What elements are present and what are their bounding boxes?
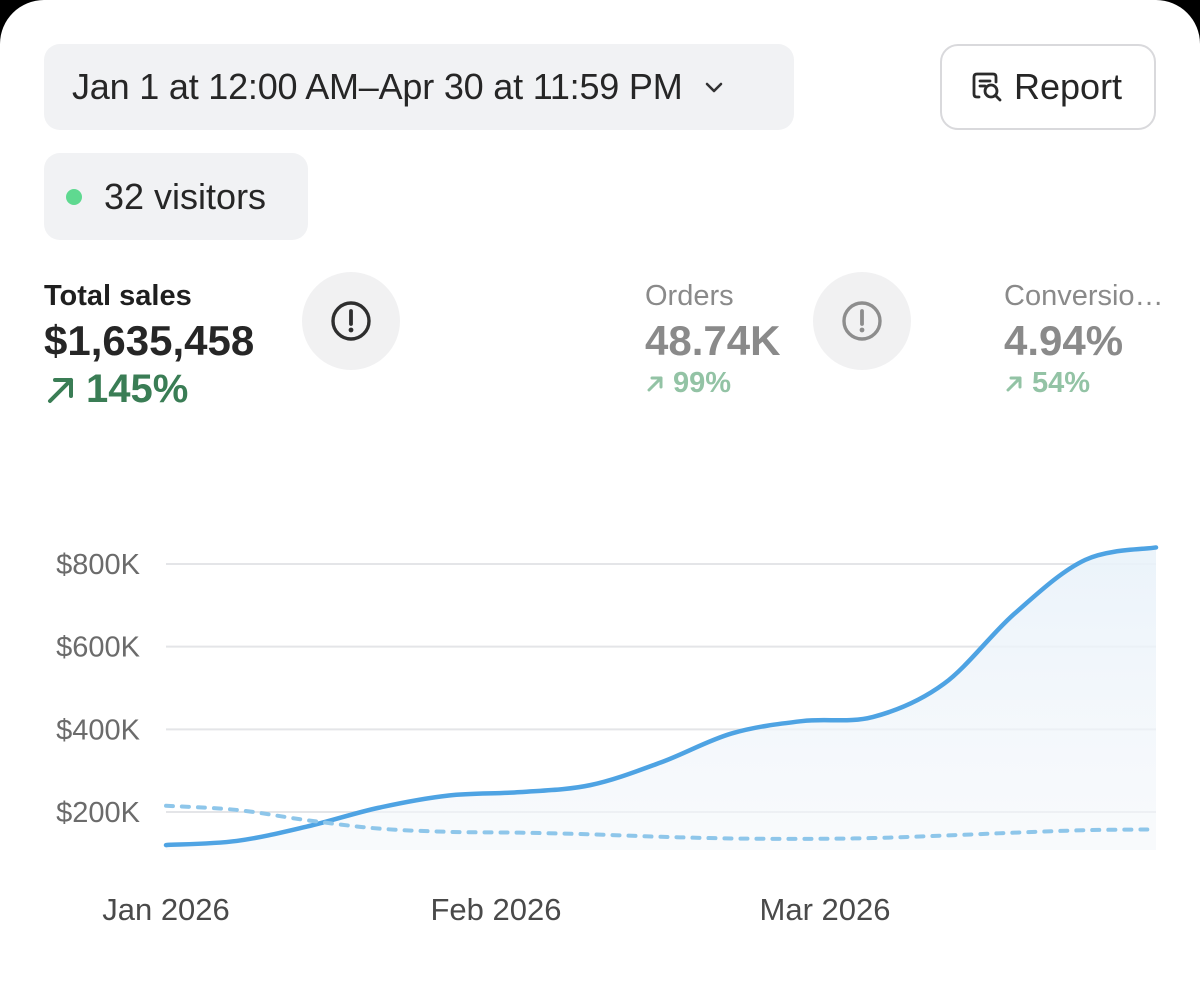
metric-label: Total sales [44,280,192,312]
metric-delta: 145% [44,367,254,412]
report-button[interactable]: Report [940,44,1156,130]
y-tick-label: $600K [56,632,141,664]
metric-value: $1,635,458 [44,317,255,364]
live-status-dot [66,188,82,205]
series-area-fill [166,547,1156,850]
exclamation-circle-icon [331,301,371,341]
metric-delta-value: 99% [673,367,732,399]
metric-label: Orders [645,280,734,312]
x-tick-label: Feb 2026 [431,892,562,927]
metric-delta-value: 145% [86,367,189,411]
metric-delta: 54% [1004,367,1200,400]
y-tick-label: $200K [56,797,141,829]
live-visitors-badge[interactable]: 32 visitors [44,153,308,240]
metric-value: 4.94% [1004,317,1124,364]
exclamation-circle-icon [842,301,882,341]
metric-orders[interactable]: Orders 48.74K 99% [645,280,780,400]
arrow-up-right-icon [48,377,73,403]
arrow-up-right-icon [1006,376,1022,391]
metric-conversion[interactable]: Conversio… 4.94% 54% [1004,280,1200,400]
metric-delta: 99% [645,367,780,400]
metric-label: Conversio… [1004,280,1164,312]
metric-total-sales[interactable]: Total sales $1,635,458 145% [44,280,254,412]
sales-line-chart[interactable]: $800K $600K $400K $200K Jan 2026 Feb 2026 Mar… [0,520,1200,940]
y-tick-label: $400K [56,714,141,746]
report-button-label: Report [1014,66,1123,107]
total-sales-info-button[interactable] [302,272,400,370]
current-series-line[interactable] [163,545,1159,848]
x-tick-label: Mar 2026 [760,892,891,927]
metric-delta-value: 54% [1032,367,1091,399]
visitors-count: 32 visitors [104,175,267,217]
date-range-label: Jan 1 at 12:00 AM–Apr 30 at 11:59 PM [72,66,683,107]
chevron-down-icon [701,74,727,100]
metric-value: 48.74K [645,317,781,364]
arrow-up-right-icon [647,376,663,391]
report-search-icon [970,70,1004,104]
x-tick-label: Jan 2026 [102,892,230,927]
date-range-selector[interactable]: Jan 1 at 12:00 AM–Apr 30 at 11:59 PM [44,44,794,130]
y-tick-label: $800K [56,549,141,581]
orders-info-button[interactable] [813,272,911,370]
comparison-series-line[interactable] [164,803,1158,841]
